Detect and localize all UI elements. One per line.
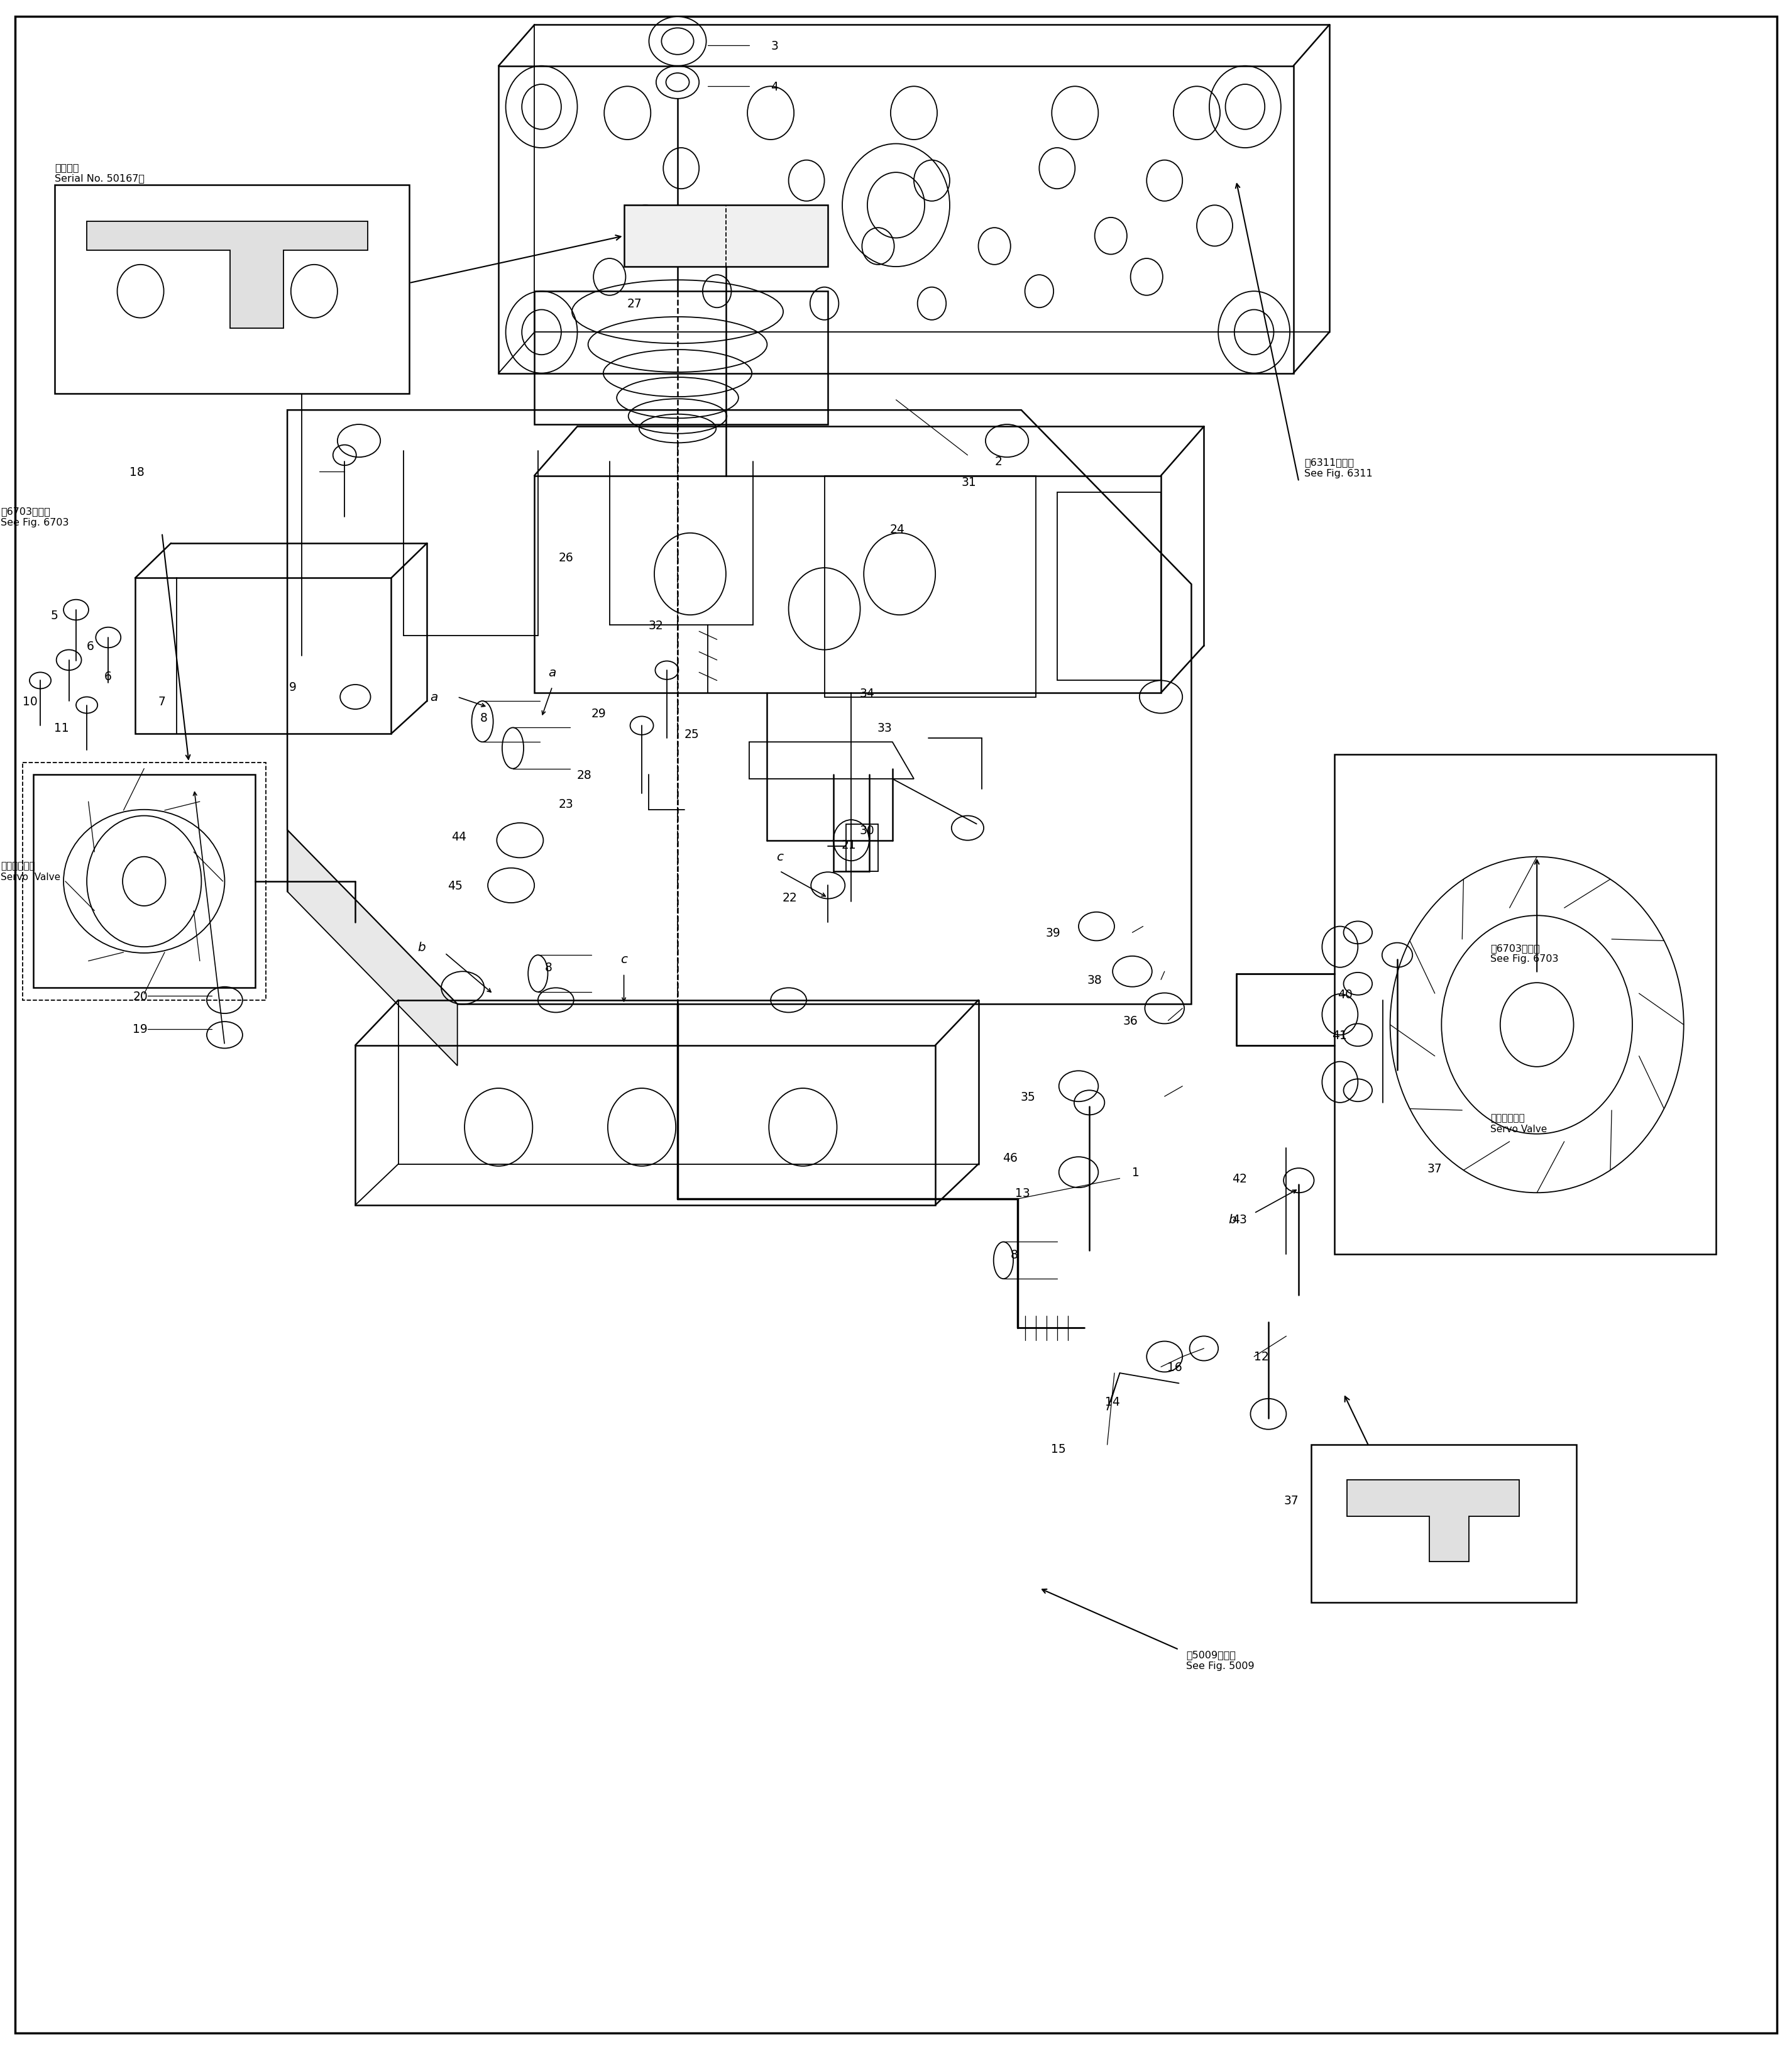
Text: a: a [430, 691, 437, 703]
Text: 21: 21 [842, 838, 857, 851]
Text: 8: 8 [480, 711, 487, 724]
Text: 45: 45 [448, 879, 462, 892]
Text: 18: 18 [129, 465, 145, 478]
Text: 28: 28 [577, 769, 591, 781]
Text: 14: 14 [1106, 1396, 1120, 1408]
Text: 38: 38 [1088, 974, 1102, 986]
Text: 46: 46 [1004, 1152, 1018, 1164]
Text: 8: 8 [545, 961, 552, 974]
Text: 36: 36 [1124, 1015, 1138, 1027]
Text: 第5009図参照
See Fig. 5009: 第5009図参照 See Fig. 5009 [1186, 1650, 1254, 1671]
Polygon shape [54, 185, 409, 394]
Text: 3: 3 [771, 39, 778, 51]
Text: 19: 19 [133, 1023, 147, 1035]
Text: 34: 34 [860, 687, 874, 699]
Text: 35: 35 [1021, 1091, 1036, 1103]
Text: 42: 42 [1231, 1173, 1247, 1185]
Text: 7: 7 [158, 695, 165, 707]
Text: 第6703図参照
See Fig. 6703: 第6703図参照 See Fig. 6703 [1491, 943, 1559, 964]
Text: 20: 20 [133, 990, 147, 1002]
Text: 1: 1 [1133, 1166, 1140, 1179]
Text: 13: 13 [1016, 1187, 1030, 1199]
Text: 5: 5 [50, 609, 57, 621]
Text: 31: 31 [962, 476, 977, 488]
Text: 10: 10 [22, 695, 38, 707]
Text: 24: 24 [891, 523, 905, 535]
Text: 44: 44 [452, 830, 466, 843]
Polygon shape [287, 830, 457, 1066]
Text: 37: 37 [1426, 1162, 1443, 1175]
Text: 適用号機
Serial No. 50167～: 適用号機 Serial No. 50167～ [1326, 1507, 1416, 1527]
Text: 17: 17 [143, 312, 159, 324]
Text: 6: 6 [104, 670, 111, 683]
Text: 9: 9 [289, 681, 296, 693]
Polygon shape [624, 205, 828, 266]
Text: 26: 26 [559, 551, 573, 564]
Text: 第6311図参照
See Fig. 6311: 第6311図参照 See Fig. 6311 [1305, 457, 1373, 478]
Text: サーボバルブ
Servo  Valve: サーボバルブ Servo Valve [0, 861, 61, 882]
Text: 39: 39 [1047, 927, 1061, 939]
Text: 41: 41 [1331, 1029, 1348, 1041]
Text: 33: 33 [878, 722, 892, 734]
Text: 29: 29 [591, 707, 606, 720]
Text: 25: 25 [685, 728, 699, 740]
Text: 2: 2 [995, 455, 1002, 467]
Text: 適用号機
Serial No. 50167～: 適用号機 Serial No. 50167～ [54, 162, 145, 182]
Polygon shape [86, 221, 367, 328]
Text: 第6703図参照
See Fig. 6703: 第6703図参照 See Fig. 6703 [0, 506, 70, 527]
Text: 30: 30 [860, 824, 874, 836]
Text: 22: 22 [783, 892, 797, 904]
Text: 11: 11 [54, 722, 68, 734]
Text: 27: 27 [161, 305, 176, 318]
Text: 37: 37 [1283, 1494, 1299, 1507]
Text: b: b [1229, 1214, 1236, 1226]
Text: 15: 15 [1052, 1443, 1066, 1455]
Text: 43: 43 [1231, 1214, 1247, 1226]
Text: a: a [548, 666, 556, 679]
Text: 27: 27 [627, 297, 642, 310]
Text: 8: 8 [1011, 1248, 1018, 1261]
Text: c: c [620, 953, 627, 966]
Text: 6: 6 [86, 640, 93, 652]
Text: 32: 32 [649, 619, 663, 631]
Text: 16: 16 [1168, 1361, 1183, 1374]
Ellipse shape [656, 66, 699, 98]
Text: 23: 23 [559, 797, 573, 810]
Polygon shape [1312, 1445, 1577, 1603]
Ellipse shape [289, 301, 315, 322]
Text: 40: 40 [1337, 988, 1353, 1000]
Text: 4: 4 [771, 80, 778, 92]
Ellipse shape [649, 16, 706, 66]
Text: c: c [776, 851, 783, 863]
Text: 12: 12 [1254, 1351, 1269, 1363]
Text: サーボバルブ
Servo Valve: サーボバルブ Servo Valve [1491, 1113, 1546, 1134]
Polygon shape [1348, 1480, 1520, 1562]
Text: b: b [418, 941, 425, 953]
